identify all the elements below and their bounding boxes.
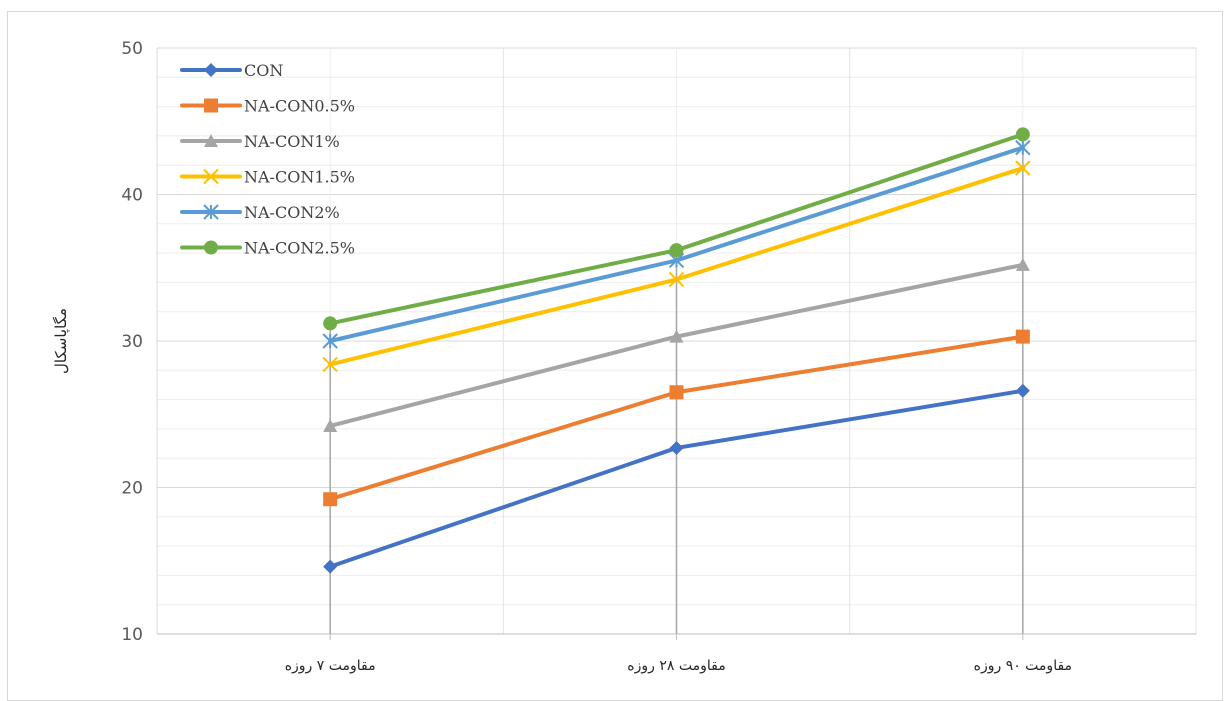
marker-triangle — [204, 134, 218, 147]
marker-circle — [1015, 127, 1030, 142]
marker-diamond — [669, 440, 684, 455]
marker-x — [203, 168, 219, 185]
marker-star — [1015, 139, 1031, 156]
legend-item: NA-CON1.5% — [180, 168, 355, 187]
series-group — [322, 127, 1031, 574]
legend-item: NA-CON2.5% — [180, 239, 355, 258]
y-tick-label: 50 — [121, 39, 143, 59]
marker-circle — [204, 240, 218, 255]
series-NA-CON2.5% — [323, 127, 1030, 331]
legend-item: CON — [180, 61, 283, 80]
marker-diamond — [1015, 383, 1030, 398]
marker-triangle — [669, 329, 684, 343]
marker-x — [668, 271, 685, 288]
y-tick-label: 40 — [121, 186, 143, 206]
marker-circle — [323, 316, 338, 331]
legend-item: NA-CON0.5% — [180, 97, 355, 116]
marker-triangle — [323, 418, 338, 432]
series-NA-CON1.5% — [322, 160, 1031, 373]
x-tick-label: مقاومت ۷ روزه — [285, 658, 376, 674]
marker-x — [1015, 160, 1031, 176]
legend-label: CON — [244, 61, 283, 80]
marker-square — [323, 492, 338, 507]
y-tick-label: 10 — [121, 625, 143, 645]
marker-circle — [669, 243, 684, 258]
marker-square — [669, 385, 684, 400]
marker-star — [203, 204, 219, 220]
x-tick-label: مقاومت ۲۸ روزه — [627, 658, 725, 674]
marker-diamond — [323, 559, 338, 574]
marker-x — [322, 356, 338, 373]
series-NA-CON0.5% — [323, 329, 1030, 507]
legend: CON NA-CON0.5% NA-CON1% NA-CON1.5% NA-CON2% N… — [180, 61, 355, 258]
y-tick-label: 20 — [121, 479, 143, 499]
y-axis-label: مگاپاسکال — [52, 308, 71, 374]
marker-square — [1015, 329, 1030, 344]
series-CON — [323, 383, 1030, 574]
legend-label: NA-CON1.5% — [244, 168, 355, 187]
marker-diamond — [204, 63, 218, 77]
x-tick-label: مقاومت ۹۰ روزه — [974, 658, 1072, 674]
series-NA-CON1% — [323, 257, 1030, 432]
y-tick-label: 30 — [121, 332, 143, 352]
legend-label: NA-CON2.5% — [244, 239, 355, 258]
legend-label: NA-CON1% — [244, 132, 340, 151]
marker-triangle — [1015, 257, 1030, 271]
axes: 10 20 30 40 50 مقاومت ۷ روزه مقاومت ۲۸ روزه مقا… — [121, 39, 1196, 674]
legend-label: NA-CON2% — [244, 203, 340, 222]
legend-label: NA-CON0.5% — [244, 97, 355, 116]
marker-square — [204, 98, 218, 113]
chart-frame — [7, 11, 1223, 701]
legend-item: NA-CON2% — [180, 203, 340, 222]
marker-star — [322, 333, 338, 349]
series-NA-CON2% — [322, 139, 1031, 349]
legend-item: NA-CON1% — [180, 132, 340, 151]
